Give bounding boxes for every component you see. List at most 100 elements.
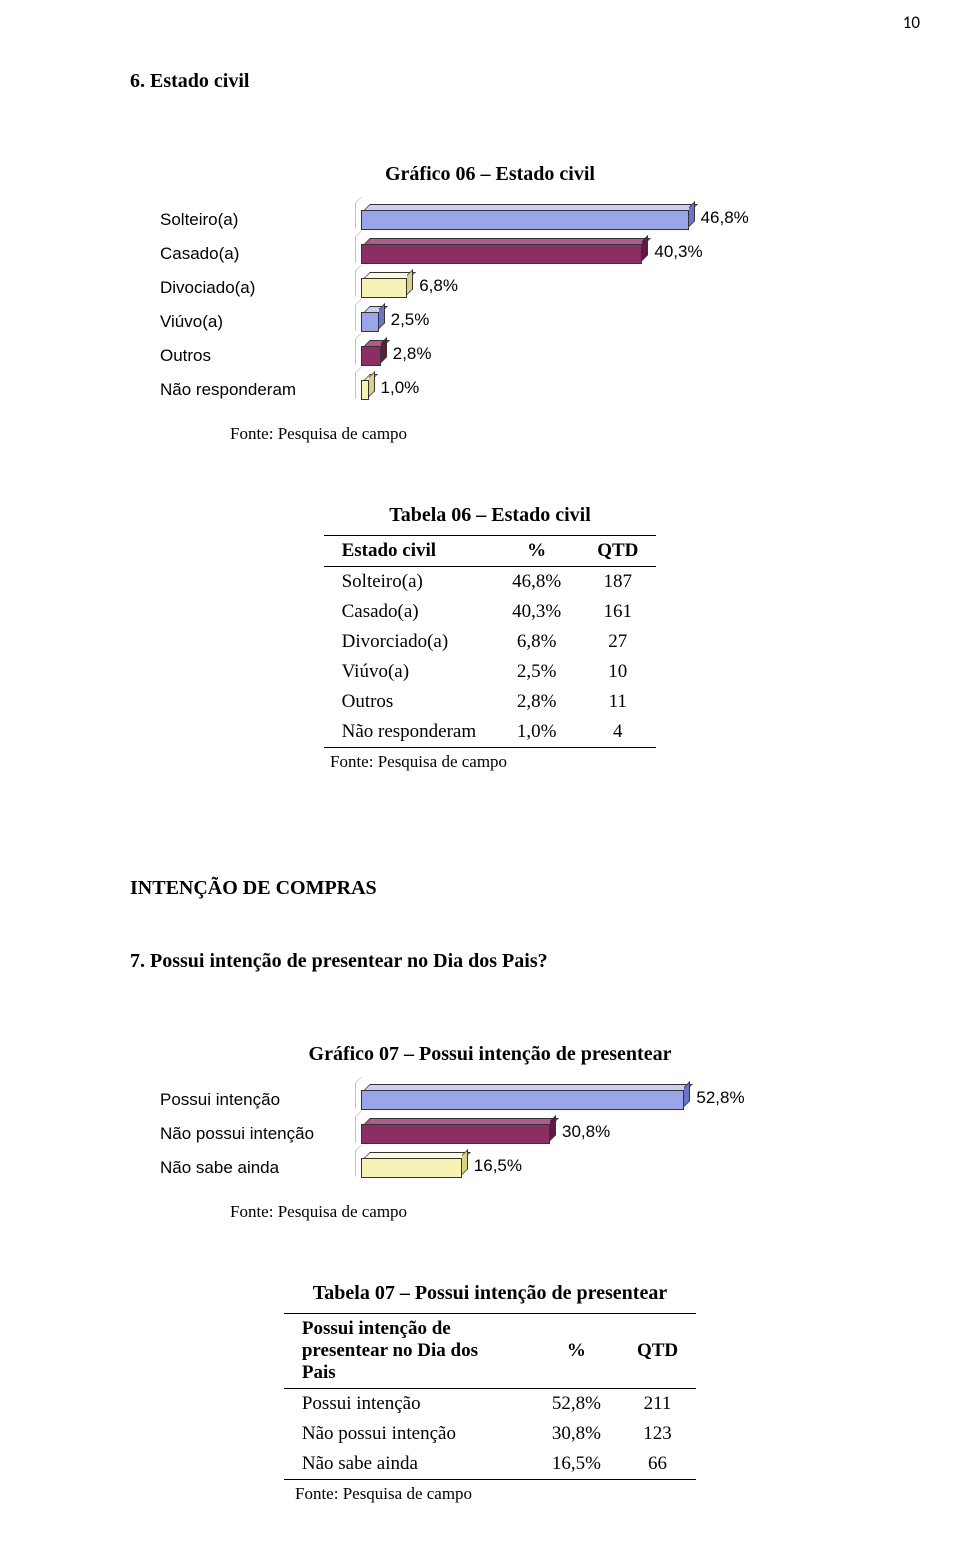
table-row: Não possui intenção30,8%123 [284,1419,696,1449]
chart-row: Outros 2,8% [160,340,820,372]
chart6: Solteiro(a) 46,8% Casado(a) 40,3% Divociado(… [160,204,820,406]
chart-category-label: Outros [160,346,355,366]
table-row: Não sabe ainda16,5%66 [284,1449,696,1480]
table7-wrap: Possui intenção de presentear no Dia dos… [130,1313,850,1504]
chart-category-label: Possui intenção [160,1090,355,1110]
chart-category-label: Não responderam [160,380,355,400]
chart-category-label: Divociado(a) [160,278,355,298]
chart-category-label: Não sabe ainda [160,1158,355,1178]
table-row: Outros2,8%11 [324,687,657,717]
table7: Possui intenção de presentear no Dia dos… [284,1313,696,1480]
table-row: Possui intenção52,8%211 [284,1389,696,1420]
chart-row: Solteiro(a) 46,8% [160,204,820,236]
table-cell: Casado(a) [324,597,495,627]
table6-h2: QTD [579,536,656,567]
table-cell: 40,3% [494,597,579,627]
table-cell: 211 [619,1389,696,1420]
table-cell: Não responderam [324,717,495,748]
table-cell: Possui intenção [284,1389,534,1420]
chart-bar-area: 1,0% [355,376,820,404]
chart-bar-area: 46,8% [355,206,820,234]
chart-row: Possui intenção52,8% [160,1084,820,1116]
chart7-source: Fonte: Pesquisa de campo [230,1202,850,1222]
chart-category-label: Não possui intenção [160,1124,355,1144]
chart-bar [361,278,407,298]
table-cell: Viúvo(a) [324,657,495,687]
chart-bar [361,1124,550,1144]
chart-category-label: Casado(a) [160,244,355,264]
chart-bar-area: 40,3% [355,240,820,268]
chart-bar [361,244,642,264]
table-cell: 1,0% [494,717,579,748]
section6-title: 6. Estado civil [130,70,850,93]
table-cell: 187 [579,567,656,598]
chart-category-label: Viúvo(a) [160,312,355,332]
table-cell: Não possui intenção [284,1419,534,1449]
chart-value-label: 2,8% [393,344,432,364]
chart-row: Casado(a) 40,3% [160,238,820,270]
chart7: Possui intenção52,8%Não possui intenção3… [160,1084,820,1184]
table-cell: 6,8% [494,627,579,657]
chart-bar-area: 2,8% [355,342,820,370]
chart-bar-area: 16,5% [355,1154,820,1182]
table7-h1: % [534,1314,619,1389]
chart-bar-area: 6,8% [355,274,820,302]
chart-bar-area: 2,5% [355,308,820,336]
table-cell: 10 [579,657,656,687]
page: 10 6. Estado civil Gráfico 06 – Estado c… [0,0,960,1564]
chart-bar [361,210,689,230]
table-cell: 161 [579,597,656,627]
table-cell: 4 [579,717,656,748]
chart-row: Não sabe ainda 16,5% [160,1152,820,1184]
table-row: Não responderam1,0%4 [324,717,657,748]
table-cell: 27 [579,627,656,657]
table-cell: 30,8% [534,1419,619,1449]
chart-bar-area: 30,8% [355,1120,820,1148]
section7-question: 7. Possui intenção de presentear no Dia … [130,950,850,973]
chart-value-label: 16,5% [474,1156,522,1176]
chart-bar [361,312,379,332]
table-cell: 2,8% [494,687,579,717]
table6-h1: % [494,536,579,567]
chart-value-label: 46,8% [701,208,749,228]
chart-category-label: Solteiro(a) [160,210,355,230]
table-row: Divorciado(a)6,8%27 [324,627,657,657]
table-cell: 52,8% [534,1389,619,1420]
table6-wrap: Estado civil % QTD Solteiro(a)46,8%187Ca… [130,535,850,772]
table7-title: Tabela 07 – Possui intenção de presentea… [130,1282,850,1305]
table-row: Viúvo(a)2,5%10 [324,657,657,687]
chart-bar-area: 52,8% [355,1086,820,1114]
table7-h2: QTD [619,1314,696,1389]
table-cell: 46,8% [494,567,579,598]
table-cell: Solteiro(a) [324,567,495,598]
chart-value-label: 30,8% [562,1122,610,1142]
table7-h0: Possui intenção de presentear no Dia dos… [284,1314,534,1389]
page-number: 10 [903,12,920,33]
chart-row: Divociado(a)6,8% [160,272,820,304]
table-cell: 66 [619,1449,696,1480]
table-row: Casado(a)40,3%161 [324,597,657,627]
chart6-source: Fonte: Pesquisa de campo [230,424,850,444]
chart-row: Viúvo(a) 2,5% [160,306,820,338]
table6-source: Fonte: Pesquisa de campo [330,752,507,772]
big-section-title: INTENÇÃO DE COMPRAS [130,877,850,900]
chart6-title: Gráfico 06 – Estado civil [130,163,850,186]
chart7-title: Gráfico 07 – Possui intenção de presente… [130,1043,850,1066]
chart-bar [361,1158,462,1178]
chart-row: Não possui intenção 30,8% [160,1118,820,1150]
table-cell: 16,5% [534,1449,619,1480]
chart-row: Não responderam 1,0% [160,374,820,406]
chart-value-label: 2,5% [391,310,430,330]
table6-title: Tabela 06 – Estado civil [130,504,850,527]
chart-value-label: 40,3% [654,242,702,262]
table-cell: Não sabe ainda [284,1449,534,1480]
chart-bar [361,1090,684,1110]
table-cell: Divorciado(a) [324,627,495,657]
chart-value-label: 1,0% [381,378,420,398]
chart-bar [361,380,369,400]
table6-h0: Estado civil [324,536,495,567]
table-row: Solteiro(a)46,8%187 [324,567,657,598]
table-cell: 123 [619,1419,696,1449]
table-cell: Outros [324,687,495,717]
table6: Estado civil % QTD Solteiro(a)46,8%187Ca… [324,535,657,748]
